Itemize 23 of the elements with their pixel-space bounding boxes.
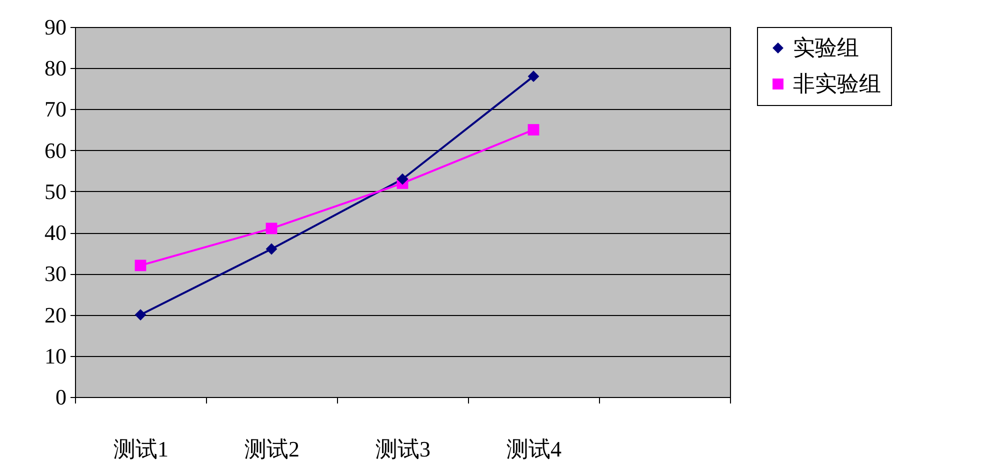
point [528, 70, 540, 82]
y-tick-label: 30 [44, 261, 66, 286]
point [396, 173, 408, 185]
x-tick-label: 测试1 [114, 436, 168, 461]
legend-label: 非实验组 [793, 71, 881, 96]
y-tick-label: 60 [44, 138, 66, 163]
y-tick-label: 80 [44, 56, 66, 81]
y-tick-label: 40 [44, 220, 66, 246]
point [134, 309, 146, 320]
y-tick-label: 70 [44, 96, 66, 122]
point [134, 260, 146, 272]
point [266, 222, 278, 234]
y-tick-label: 20 [44, 302, 66, 328]
y-tick-label: 50 [44, 178, 66, 204]
point [528, 124, 540, 136]
y-tick-label: 0 [56, 384, 66, 410]
legend-label: 实验组 [793, 35, 859, 60]
x-tick-label: 测试3 [376, 436, 430, 461]
y-tick-label: 10 [44, 343, 66, 368]
y-tick-label: 90 [44, 14, 66, 40]
x-tick-label: 测试4 [506, 436, 562, 461]
point [266, 243, 278, 255]
x-tick-label: 测试2 [244, 436, 300, 461]
